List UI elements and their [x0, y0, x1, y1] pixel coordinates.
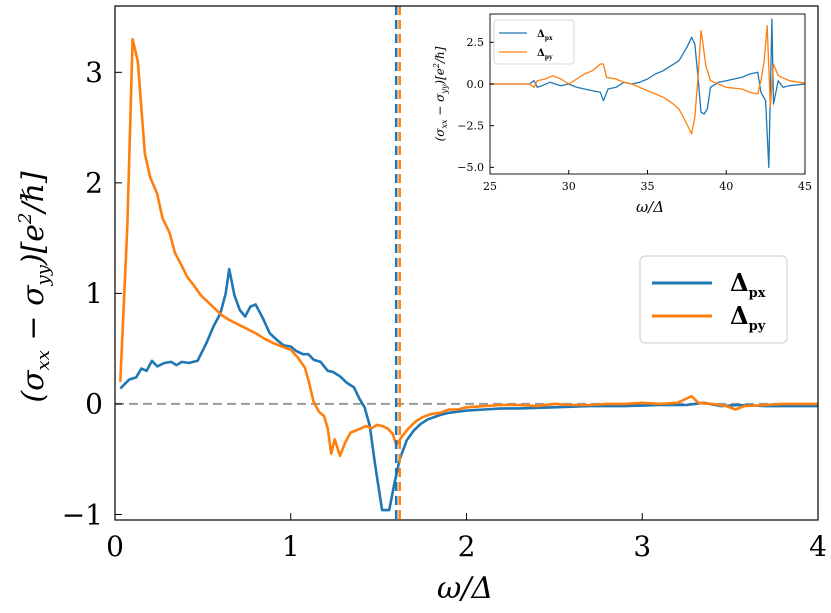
inset-series-line-px [490, 18, 806, 168]
inset-x-tick-label: 40 [719, 180, 733, 193]
inset-legend-label-px: Δpx [537, 29, 553, 42]
inset-legend: Δpx Δpy [493, 19, 575, 65]
main-x-tick-label: 0 [106, 530, 124, 563]
inset-y-ticks: −5.0 −2.5 0.0 2.5 [457, 36, 494, 174]
inset-legend-box [493, 19, 575, 65]
inset-legend-label-py: Δpy [537, 48, 553, 61]
main-legend-label-px: Δpx [730, 268, 766, 301]
inset-plot: 25 30 35 40 45 −5.0 −2.5 0.0 2.5 ω/Δ (σxx − σyy… [432, 13, 812, 216]
main-series-lines [115, 37, 818, 512]
inset-y-tick-label: 0.0 [467, 78, 485, 91]
main-legend: Δpx Δpy [639, 255, 788, 344]
main-x-tick-label: 2 [458, 530, 476, 563]
inset-x-tick-label: 35 [641, 180, 655, 193]
inset-y-tick-label: −2.5 [457, 120, 484, 133]
inset-series-line-py [490, 25, 806, 135]
main-y-tick-label: 2 [85, 167, 103, 200]
main-legend-box [639, 255, 788, 344]
main-x-axis-label: ω/Δ [437, 571, 493, 606]
main-y-tick-label: 1 [85, 277, 103, 310]
main-y-tick-label: 3 [85, 56, 103, 89]
main-reference-lines [394, 6, 401, 520]
main-series-line-py [119, 37, 818, 458]
main-series-line-px [119, 267, 818, 512]
main-y-axis-label: (σxx − σyy)[e2/ℏ] [15, 171, 54, 403]
main-y-tick-label: −1 [62, 498, 103, 531]
main-x-tick-label: 1 [282, 530, 300, 563]
inset-x-ticks: 25 30 35 40 45 [483, 170, 812, 193]
inset-y-tick-label: −5.0 [457, 161, 484, 174]
main-x-tick-label: 3 [633, 530, 651, 563]
main-legend-label-py: Δpy [730, 301, 766, 334]
inset-x-axis-label: ω/Δ [636, 198, 664, 216]
main-x-tick-label: 4 [809, 530, 827, 563]
inset-y-tick-label: 2.5 [467, 36, 485, 49]
inset-x-tick-label: 30 [562, 180, 576, 193]
main-x-ticks: 0 1 2 3 4 [106, 513, 827, 563]
inset-y-axis-label: (σxx − σyy)[e2/ℏ] [432, 46, 449, 141]
inset-x-tick-label: 25 [483, 180, 497, 193]
main-y-ticks: −1 0 1 2 3 [62, 56, 122, 531]
inset-series-lines [490, 18, 806, 168]
main-y-tick-label: 0 [85, 388, 103, 421]
inset-x-tick-label: 45 [798, 180, 812, 193]
